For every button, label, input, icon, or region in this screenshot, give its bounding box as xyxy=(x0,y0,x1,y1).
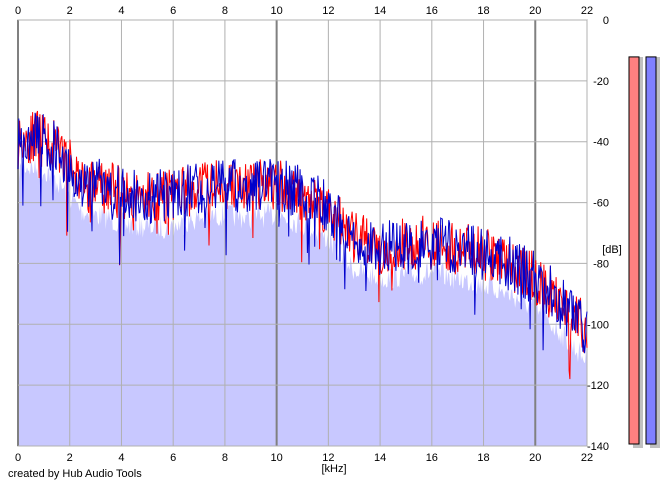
x-tick-label-bottom: 12 xyxy=(322,452,334,464)
y-tick-label: -140 xyxy=(587,441,609,453)
x-tick-label-bottom: 22 xyxy=(581,452,593,464)
y-tick-label: -100 xyxy=(587,319,609,331)
x-tick-label-bottom: 10 xyxy=(271,452,283,464)
x-tick-label-top: 4 xyxy=(118,5,124,17)
x-tick-label-top: 0 xyxy=(15,5,21,17)
y-tick-label: -120 xyxy=(587,380,609,392)
y-axis-label: [dB] xyxy=(602,244,622,256)
x-tick-label-top: 2 xyxy=(67,5,73,17)
x-tick-label-bottom: 20 xyxy=(529,452,541,464)
level-meter-1 xyxy=(628,56,640,445)
x-tick-label-bottom: 6 xyxy=(170,452,176,464)
x-tick-label-bottom: 8 xyxy=(222,452,228,464)
y-tick-label: -20 xyxy=(593,76,609,88)
y-tick-label: 0 xyxy=(603,15,609,27)
x-tick-label-top: 6 xyxy=(170,5,176,17)
x-tick-label-bottom: 18 xyxy=(477,452,489,464)
y-tick-label: -40 xyxy=(593,137,609,149)
x-tick-label-bottom: 0 xyxy=(15,452,21,464)
x-tick-label-bottom: 2 xyxy=(67,452,73,464)
x-tick-label-top: 16 xyxy=(426,5,438,17)
x-tick-label-bottom: 16 xyxy=(426,452,438,464)
x-tick-label-top: 22 xyxy=(581,5,593,17)
x-tick-label-top: 8 xyxy=(222,5,228,17)
credit-label: created by Hub Audio Tools xyxy=(8,468,142,480)
y-tick-label: -60 xyxy=(593,198,609,210)
x-tick-label-top: 18 xyxy=(477,5,489,17)
x-tick-label-top: 20 xyxy=(529,5,541,17)
x-axis-label: [kHz] xyxy=(321,463,346,475)
series-line-2 xyxy=(17,112,588,354)
level-meter-2 xyxy=(645,56,657,445)
x-tick-label-bottom: 4 xyxy=(118,452,124,464)
x-tick-label-top: 10 xyxy=(271,5,283,17)
x-tick-label-bottom: 14 xyxy=(374,452,386,464)
x-tick-label-top: 14 xyxy=(374,5,386,17)
y-tick-label: -80 xyxy=(593,258,609,270)
x-tick-label-top: 12 xyxy=(322,5,334,17)
spectrum-fill xyxy=(18,157,587,446)
